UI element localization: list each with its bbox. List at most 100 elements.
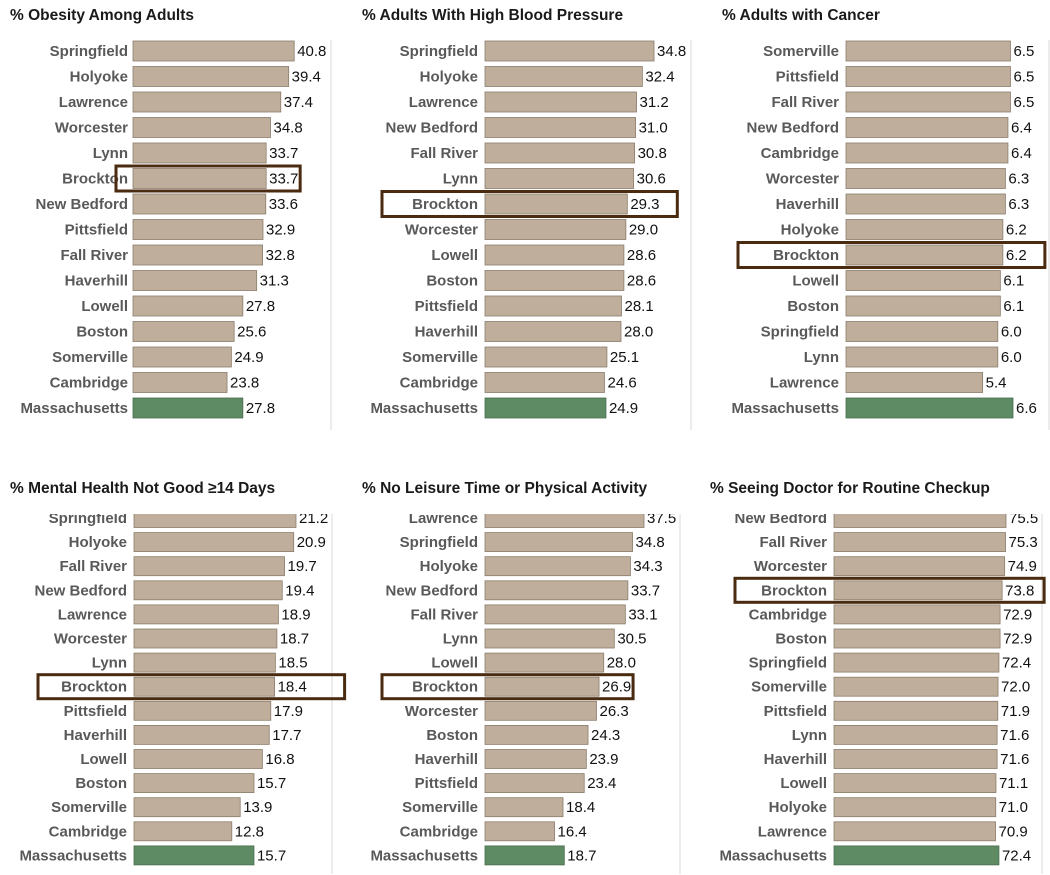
category-label: Cambridge <box>400 823 478 840</box>
category-label: Lowell <box>780 775 827 792</box>
category-label: Massachusetts <box>19 847 127 864</box>
category-label: Worcester <box>754 558 827 575</box>
bar-chart-routine-checkup: New Bedford 75.5 Fall River 75.3 Worcester 74… <box>719 514 1046 874</box>
bar <box>833 580 1003 601</box>
category-label: Lawrence <box>770 375 839 392</box>
value-label: 16.8 <box>265 751 294 768</box>
bar <box>484 270 625 291</box>
bar <box>484 219 627 240</box>
category-label: Massachusetts <box>719 847 827 864</box>
value-label: 5.4 <box>986 375 1007 392</box>
bar <box>833 532 1006 553</box>
bar <box>484 556 631 577</box>
category-label: New Bedford <box>385 120 478 137</box>
category-label: Brockton <box>412 196 478 213</box>
category-label: Lynn <box>792 727 827 744</box>
bar <box>484 580 629 601</box>
bar <box>484 321 622 342</box>
value-label: 27.8 <box>246 400 275 417</box>
bar <box>133 749 263 769</box>
value-label: 23.4 <box>587 775 616 792</box>
value-label: 6.1 <box>1003 298 1024 315</box>
bar <box>833 556 1006 577</box>
bar <box>484 604 626 625</box>
bar <box>845 270 1001 291</box>
value-label: 24.6 <box>607 375 636 392</box>
category-label: Brockton <box>773 247 839 264</box>
value-label: 72.9 <box>1003 606 1032 623</box>
value-label: 72.4 <box>1002 655 1031 672</box>
value-label: 71.6 <box>1000 727 1029 744</box>
category-label: Cambridge <box>761 145 839 162</box>
category-label: Boston <box>775 631 827 648</box>
bar <box>132 168 267 189</box>
bar <box>484 532 633 553</box>
bar-chart-obesity: Springfield 40.8 Holyoke 39.4 Lawrence 37.4 Wo… <box>20 40 332 430</box>
category-label: Massachusetts <box>20 400 128 417</box>
category-label: Lawrence <box>758 823 827 840</box>
bar <box>845 321 999 342</box>
category-label: Holyoke <box>69 534 127 551</box>
bar <box>484 797 564 818</box>
bar <box>484 372 605 393</box>
bar-chart-blood-pressure: Springfield 34.8 Holyoke 32.4 Lawrence 31.2 Ne… <box>370 40 692 430</box>
value-label: 74.9 <box>1008 558 1037 575</box>
value-label: 30.6 <box>637 171 666 188</box>
bar <box>833 514 1007 528</box>
category-label: New Bedford <box>385 582 478 599</box>
value-label: 34.3 <box>633 558 662 575</box>
value-label: 26.9 <box>602 679 631 696</box>
value-label: 21.2 <box>299 514 328 527</box>
value-label: 75.5 <box>1009 514 1038 527</box>
state-bar <box>484 845 565 866</box>
value-label: 27.8 <box>246 298 275 315</box>
value-label: 16.4 <box>558 823 587 840</box>
bar <box>133 514 297 528</box>
category-label: Worcester <box>766 171 839 188</box>
bar <box>845 372 984 393</box>
bar <box>833 676 999 697</box>
value-label: 6.5 <box>1013 69 1034 86</box>
chart-title: % Mental Health Not Good ≥14 Days <box>10 480 276 497</box>
bar <box>133 532 295 553</box>
chart-title: % Adults With High Blood Pressure <box>362 7 624 24</box>
bar-chart-cancer: Somerville 6.5 Pittsfield 6.5 Fall River 6.5 N… <box>731 40 1050 430</box>
chart-title: % No Leisure Time or Physical Activity <box>362 480 648 497</box>
category-label: Somerville <box>52 349 128 366</box>
category-label: Lynn <box>804 349 839 366</box>
category-label: Springfield <box>49 514 127 527</box>
category-label: Boston <box>76 324 128 341</box>
bar <box>132 244 264 266</box>
value-label: 37.5 <box>647 514 676 527</box>
value-label: 18.7 <box>280 631 309 648</box>
value-label: 71.6 <box>1000 751 1029 768</box>
bar <box>833 773 997 794</box>
category-label: Worcester <box>54 631 127 648</box>
category-label: Pittsfield <box>764 703 827 720</box>
bar <box>833 628 1001 649</box>
value-label: 28.0 <box>607 655 636 672</box>
value-label: 6.5 <box>1013 94 1034 111</box>
state-bar <box>133 845 255 866</box>
category-label: Holyoke <box>70 69 128 86</box>
category-label: Haverhill <box>65 273 128 290</box>
category-label: Massachusetts <box>731 400 839 417</box>
value-label: 17.7 <box>272 727 301 744</box>
highlight-box <box>380 190 679 218</box>
value-label: 30.5 <box>617 631 646 648</box>
value-label: 6.6 <box>1016 400 1037 417</box>
value-label: 6.1 <box>1003 273 1024 290</box>
category-label: Lynn <box>92 655 127 672</box>
category-label: Brockton <box>412 679 478 696</box>
category-label: Worcester <box>405 222 478 239</box>
bar <box>833 749 998 769</box>
state-bar <box>132 397 244 419</box>
category-label: Haverhill <box>764 751 827 768</box>
value-label: 71.1 <box>999 775 1028 792</box>
value-label: 70.9 <box>999 823 1028 840</box>
bar <box>833 724 998 745</box>
value-label: 28.6 <box>627 273 656 290</box>
value-label: 6.3 <box>1008 171 1029 188</box>
value-label: 18.9 <box>281 606 310 623</box>
category-label: Boston <box>75 775 127 792</box>
